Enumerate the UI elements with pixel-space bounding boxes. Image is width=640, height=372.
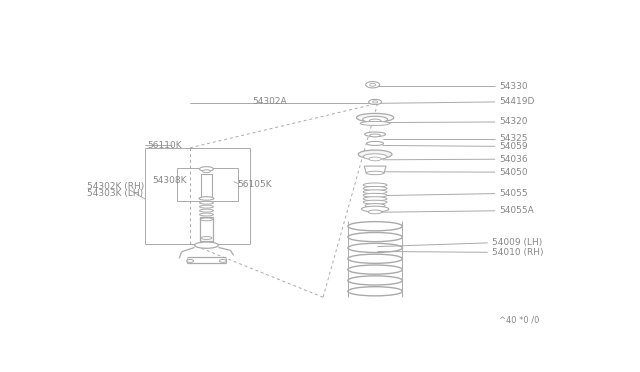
Ellipse shape [372,101,378,103]
Ellipse shape [220,260,227,262]
Ellipse shape [369,119,381,123]
Text: 54325: 54325 [499,134,527,143]
Ellipse shape [200,209,213,212]
Ellipse shape [358,150,392,158]
Text: 54050: 54050 [499,168,528,177]
Ellipse shape [200,167,213,171]
Text: 54059: 54059 [499,142,528,151]
Ellipse shape [369,99,381,105]
Text: 54055A: 54055A [499,206,534,215]
Ellipse shape [200,213,213,216]
Ellipse shape [365,203,385,208]
Ellipse shape [364,197,387,201]
Text: 54010 (RH): 54010 (RH) [492,248,543,257]
Text: 56110K: 56110K [147,141,182,150]
Ellipse shape [363,116,388,122]
Ellipse shape [370,83,376,86]
Ellipse shape [364,200,387,204]
Ellipse shape [364,154,387,160]
Ellipse shape [364,193,387,197]
Text: 54055: 54055 [499,189,528,198]
Text: 54302A: 54302A [253,97,287,106]
Ellipse shape [364,190,387,194]
Text: 54036: 54036 [499,155,528,164]
Ellipse shape [368,210,382,214]
Ellipse shape [187,260,193,262]
Text: 54330: 54330 [499,82,528,91]
Text: 54308K: 54308K [152,176,186,185]
Polygon shape [364,166,386,173]
Polygon shape [200,217,213,241]
Ellipse shape [366,171,384,175]
Ellipse shape [369,157,381,161]
Ellipse shape [202,170,211,173]
Text: ^40 *0 /0: ^40 *0 /0 [499,316,540,325]
Ellipse shape [367,141,383,145]
Ellipse shape [365,132,385,137]
Ellipse shape [195,242,218,248]
Text: 54320: 54320 [499,118,527,126]
Text: 54009 (LH): 54009 (LH) [492,238,542,247]
Ellipse shape [360,121,390,125]
Text: 54302K (RH): 54302K (RH) [88,182,145,191]
Ellipse shape [364,183,387,187]
Ellipse shape [362,206,388,212]
Ellipse shape [370,134,381,137]
Polygon shape [200,174,212,198]
Ellipse shape [200,218,212,221]
Ellipse shape [364,186,387,190]
Text: 56105K: 56105K [237,180,273,189]
Text: 54303K (LH): 54303K (LH) [88,189,143,198]
Ellipse shape [199,197,214,200]
Ellipse shape [200,205,213,208]
Ellipse shape [365,81,380,88]
Ellipse shape [201,237,212,240]
Text: 54419D: 54419D [499,97,534,106]
Ellipse shape [356,113,394,122]
Ellipse shape [200,201,213,204]
